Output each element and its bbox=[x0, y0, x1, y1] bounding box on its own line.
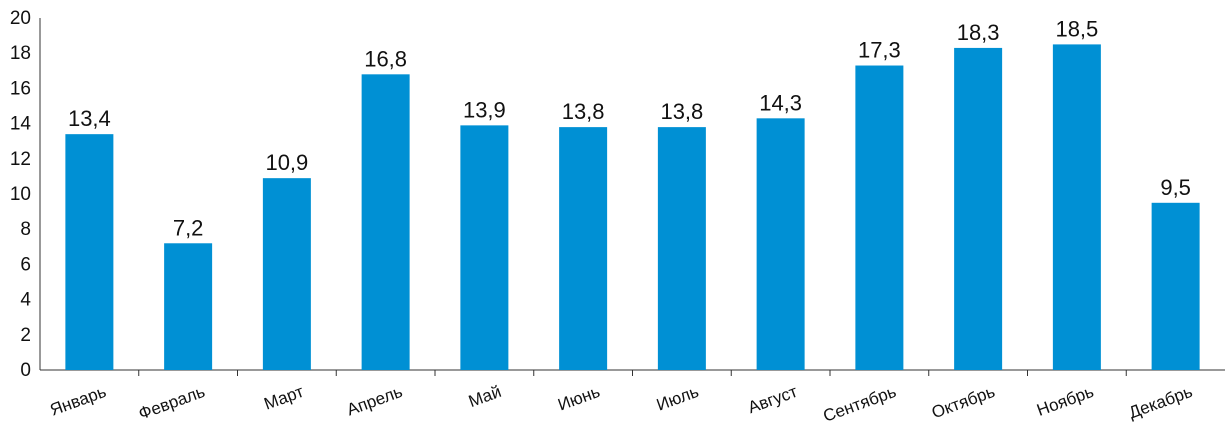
y-tick-label: 18 bbox=[10, 43, 31, 64]
bar bbox=[164, 243, 213, 370]
data-label: 18,5 bbox=[1055, 16, 1098, 41]
data-label: 13,8 bbox=[562, 99, 605, 124]
bar bbox=[262, 178, 311, 370]
x-tick-label: Июль bbox=[654, 382, 701, 415]
bar bbox=[1052, 44, 1101, 371]
y-tick-label: 14 bbox=[10, 114, 32, 135]
y-tick-label: 6 bbox=[20, 254, 31, 275]
bar bbox=[361, 74, 410, 370]
x-tick-label: Апрель bbox=[344, 382, 405, 420]
bars: 13,4 7,2 10,9 16,8 13,9 13,8 13,8 14,3 17,3 18,3 1… bbox=[65, 16, 1200, 371]
y-tick-label: 20 bbox=[10, 8, 31, 29]
bar bbox=[65, 134, 114, 370]
x-tick-label: Сентябрь bbox=[821, 382, 899, 426]
data-label: 10,9 bbox=[265, 150, 308, 175]
y-tick-label: 10 bbox=[10, 184, 31, 205]
y-axis-ticks: 0 2 4 6 8 10 12 14 16 18 20 bbox=[10, 8, 32, 381]
bar bbox=[657, 127, 706, 371]
data-label: 18,3 bbox=[957, 20, 1000, 45]
y-tick-label: 0 bbox=[20, 360, 31, 381]
y-tick-label: 4 bbox=[20, 290, 31, 311]
y-tick-label: 16 bbox=[10, 78, 31, 99]
x-tick-label: Август bbox=[745, 382, 800, 417]
data-label: 13,4 bbox=[68, 106, 111, 131]
bar bbox=[756, 118, 805, 370]
x-tick-label: Декабрь bbox=[1126, 382, 1195, 423]
data-label: 16,8 bbox=[364, 46, 407, 71]
data-label: 13,8 bbox=[660, 99, 703, 124]
x-tick-label: Июнь bbox=[555, 382, 602, 415]
x-tick-label: Ноябрь bbox=[1034, 382, 1096, 420]
x-tick-label: Май bbox=[466, 382, 504, 411]
x-axis-ticks: Январь Февраль Март Апрель Май Июнь Июль Август… bbox=[47, 370, 1195, 426]
bar bbox=[1151, 202, 1200, 370]
y-tick-label: 2 bbox=[20, 325, 31, 346]
data-label: 17,3 bbox=[858, 38, 901, 63]
data-label: 14,3 bbox=[759, 90, 802, 115]
y-tick-label: 12 bbox=[10, 149, 31, 170]
bar bbox=[559, 127, 608, 371]
data-label: 7,2 bbox=[173, 215, 204, 240]
x-tick-label: Февраль bbox=[136, 382, 208, 424]
x-tick-label: Январь bbox=[47, 382, 108, 420]
x-tick-label: Октябрь bbox=[929, 382, 998, 422]
y-tick-label: 8 bbox=[20, 219, 31, 240]
data-label: 9,5 bbox=[1160, 175, 1191, 200]
bar bbox=[460, 125, 509, 370]
x-tick-label: Март bbox=[262, 382, 307, 414]
data-label: 13,9 bbox=[463, 97, 506, 122]
bar bbox=[855, 65, 904, 371]
bar bbox=[954, 47, 1003, 371]
